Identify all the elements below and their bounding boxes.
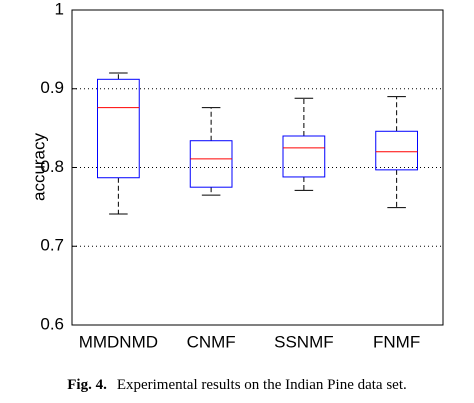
box (97, 78, 140, 179)
y-tick-label: 0.6 (40, 314, 64, 333)
caption: Fig. 4. Experimental results on the India… (67, 377, 407, 393)
x-tick-label: MMDNMD (79, 332, 158, 351)
y-axis-label: accuracy (29, 132, 48, 201)
box (189, 140, 233, 188)
y-tick-label: 0.7 (40, 236, 64, 255)
y-tick-label: 0.9 (40, 78, 64, 97)
y-tick-label: 0.8 (40, 157, 64, 176)
x-tick-label: FNMF (373, 332, 420, 351)
plot-frame (71, 9, 444, 326)
box (375, 130, 418, 171)
x-tick-label: CNMF (187, 332, 236, 351)
x-tick-label: SSNMF (274, 332, 334, 351)
caption-label: Fig. 4. (67, 377, 107, 393)
box (282, 135, 326, 178)
y-tick-label: 1 (55, 0, 64, 18)
caption-text: Experimental results on the Indian Pine … (117, 377, 407, 393)
